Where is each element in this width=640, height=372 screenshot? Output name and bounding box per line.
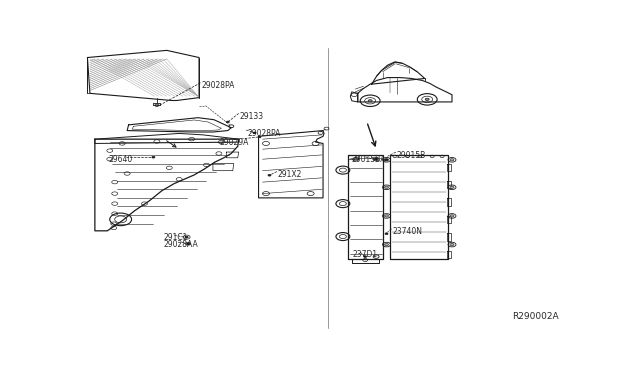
Circle shape xyxy=(385,186,388,189)
Text: 237D1: 237D1 xyxy=(353,250,378,259)
Circle shape xyxy=(450,186,454,189)
Circle shape xyxy=(268,174,271,176)
Circle shape xyxy=(385,215,388,217)
Circle shape xyxy=(385,158,388,161)
Text: 29015B: 29015B xyxy=(396,151,426,160)
Circle shape xyxy=(450,158,454,161)
Circle shape xyxy=(152,156,155,158)
Circle shape xyxy=(258,136,261,138)
Text: 29015BA: 29015BA xyxy=(352,155,387,164)
Circle shape xyxy=(385,233,388,235)
Text: 29028AA: 29028AA xyxy=(163,240,198,249)
Text: 291X2: 291X2 xyxy=(277,170,302,179)
Text: 29028PA: 29028PA xyxy=(202,81,235,90)
Text: 29640: 29640 xyxy=(109,155,133,164)
Text: 29133: 29133 xyxy=(240,112,264,121)
Circle shape xyxy=(385,159,388,161)
Circle shape xyxy=(425,98,429,100)
Circle shape xyxy=(227,121,229,123)
Text: 29028PA: 29028PA xyxy=(248,129,281,138)
Circle shape xyxy=(253,132,256,134)
Circle shape xyxy=(368,100,372,102)
Circle shape xyxy=(450,243,454,246)
Text: 23740N: 23740N xyxy=(392,227,422,236)
Circle shape xyxy=(450,215,454,217)
Circle shape xyxy=(385,243,388,246)
Text: 29029A: 29029A xyxy=(220,138,249,147)
Circle shape xyxy=(185,236,188,238)
Circle shape xyxy=(364,256,367,257)
Circle shape xyxy=(374,158,378,160)
Circle shape xyxy=(187,243,189,244)
Text: 291C1: 291C1 xyxy=(163,233,188,242)
Text: R290002A: R290002A xyxy=(512,312,559,321)
